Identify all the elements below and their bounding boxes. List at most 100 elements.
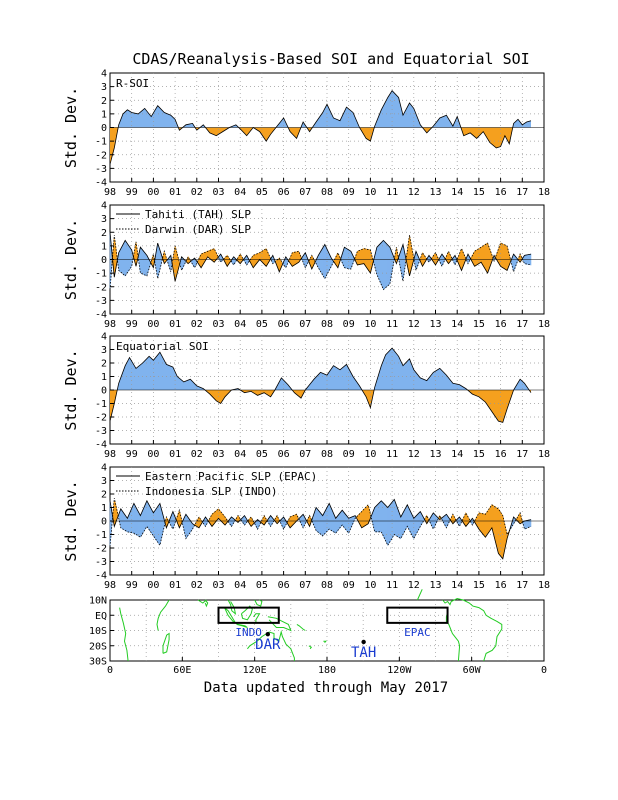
x-tick-label: 14 xyxy=(451,449,463,460)
x-tick-label: 06 xyxy=(278,449,290,460)
x-tick-label: 12 xyxy=(408,580,420,591)
x-tick-label: 00 xyxy=(147,580,159,591)
y-tick-label: -1 xyxy=(95,399,107,410)
x-tick-label: 18 xyxy=(538,580,550,591)
x-tick-label: 98 xyxy=(104,580,116,591)
x-tick-label: 15 xyxy=(473,580,485,591)
map-lon-label: 120E xyxy=(243,665,267,676)
x-tick-label: 01 xyxy=(169,187,181,198)
x-tick-label: 12 xyxy=(408,319,420,330)
y-tick-label: 0 xyxy=(101,123,107,134)
x-tick-label: 05 xyxy=(256,187,268,198)
coastline xyxy=(296,623,306,631)
x-tick-label: 17 xyxy=(516,319,528,330)
map-lat-label: 20S xyxy=(89,641,107,652)
coastline xyxy=(267,616,292,632)
coastline xyxy=(156,599,170,631)
x-tick-label: 99 xyxy=(126,187,138,198)
coastline xyxy=(308,645,313,650)
coastline xyxy=(323,640,327,644)
coastline xyxy=(236,623,248,628)
station-label-tah: TAH xyxy=(351,645,376,661)
x-tick-label: 99 xyxy=(126,319,138,330)
positive-fill xyxy=(110,90,531,128)
x-tick-label: 02 xyxy=(191,449,203,460)
series-line xyxy=(109,90,532,165)
x-tick-label: 18 xyxy=(538,449,550,460)
legend-label-dotted: Darwin (DAR) SLP xyxy=(145,223,251,236)
x-tick-label: 03 xyxy=(212,580,224,591)
x-tick-label: 16 xyxy=(495,319,507,330)
x-tick-label: 05 xyxy=(256,449,268,460)
coastline xyxy=(254,599,263,607)
x-tick-label: 08 xyxy=(321,449,333,460)
legend-label-dotted: Indonesia SLP (INDO) xyxy=(145,485,277,498)
x-tick-label: 17 xyxy=(516,580,528,591)
x-tick-label: 99 xyxy=(126,580,138,591)
coastline xyxy=(442,599,452,606)
y-tick-label: -3 xyxy=(95,557,107,568)
map-lon-label: 180 xyxy=(318,665,336,676)
map-lon-label: 0 xyxy=(107,665,113,676)
y-axis-label: Std. Dev. xyxy=(62,349,80,430)
x-tick-label: 12 xyxy=(408,449,420,460)
y-tick-label: -4 xyxy=(95,571,107,582)
x-tick-label: 98 xyxy=(104,319,116,330)
map-lon-label: 60W xyxy=(463,665,482,676)
y-tick-label: 4 xyxy=(101,201,107,212)
x-tick-label: 09 xyxy=(343,449,355,460)
x-tick-label: 07 xyxy=(299,449,311,460)
y-tick-label: 0 xyxy=(101,255,107,266)
region-label-indo: INDO xyxy=(235,626,262,639)
y-tick-label: -4 xyxy=(95,440,107,451)
coastline xyxy=(247,630,295,661)
y-tick-label: -2 xyxy=(95,150,107,161)
x-tick-label: 15 xyxy=(473,319,485,330)
y-tick-label: 1 xyxy=(101,241,107,252)
x-tick-label: 07 xyxy=(299,187,311,198)
x-tick-label: 09 xyxy=(343,580,355,591)
x-tick-label: 05 xyxy=(256,319,268,330)
x-tick-label: 02 xyxy=(191,319,203,330)
x-tick-label: 06 xyxy=(278,187,290,198)
x-tick-label: 05 xyxy=(256,580,268,591)
x-tick-label: 18 xyxy=(538,319,550,330)
x-tick-label: 98 xyxy=(104,449,116,460)
coastline xyxy=(416,589,423,601)
legend-label-solid: Eastern Pacific SLP (EPAC) xyxy=(145,470,317,483)
x-tick-label: 10 xyxy=(364,187,376,198)
x-tick-label: 06 xyxy=(278,319,290,330)
x-tick-label: 02 xyxy=(191,187,203,198)
coastline xyxy=(240,605,253,621)
x-tick-label: 13 xyxy=(429,449,441,460)
legend-label-solid: Tahiti (TAH) SLP xyxy=(145,208,251,221)
y-tick-label: -1 xyxy=(95,269,107,280)
map-lon-label: 0 xyxy=(541,665,547,676)
station-marker-tah xyxy=(361,639,366,645)
panel-label: R-SOI xyxy=(116,77,149,90)
y-tick-label: 3 xyxy=(101,345,107,356)
y-tick-label: 2 xyxy=(101,359,107,370)
y-tick-label: 1 xyxy=(101,109,107,120)
x-tick-label: 07 xyxy=(299,580,311,591)
map-lat-label: 10N xyxy=(89,596,107,607)
x-tick-label: 11 xyxy=(386,580,398,591)
y-tick-label: -2 xyxy=(95,544,107,555)
y-tick-label: -1 xyxy=(95,530,107,541)
x-tick-label: 03 xyxy=(212,449,224,460)
x-tick-label: 99 xyxy=(126,449,138,460)
x-tick-label: 04 xyxy=(234,580,246,591)
y-tick-label: -4 xyxy=(95,310,107,321)
x-tick-label: 17 xyxy=(516,187,528,198)
x-tick-label: 08 xyxy=(321,580,333,591)
region-box-epac xyxy=(386,606,449,624)
x-tick-label: 00 xyxy=(147,187,159,198)
y-tick-label: 0 xyxy=(101,386,107,397)
x-tick-label: 15 xyxy=(473,449,485,460)
y-axis-label: Std. Dev. xyxy=(62,480,80,561)
y-axis-label: Std. Dev. xyxy=(62,87,80,168)
station-marker-dar xyxy=(265,631,271,637)
